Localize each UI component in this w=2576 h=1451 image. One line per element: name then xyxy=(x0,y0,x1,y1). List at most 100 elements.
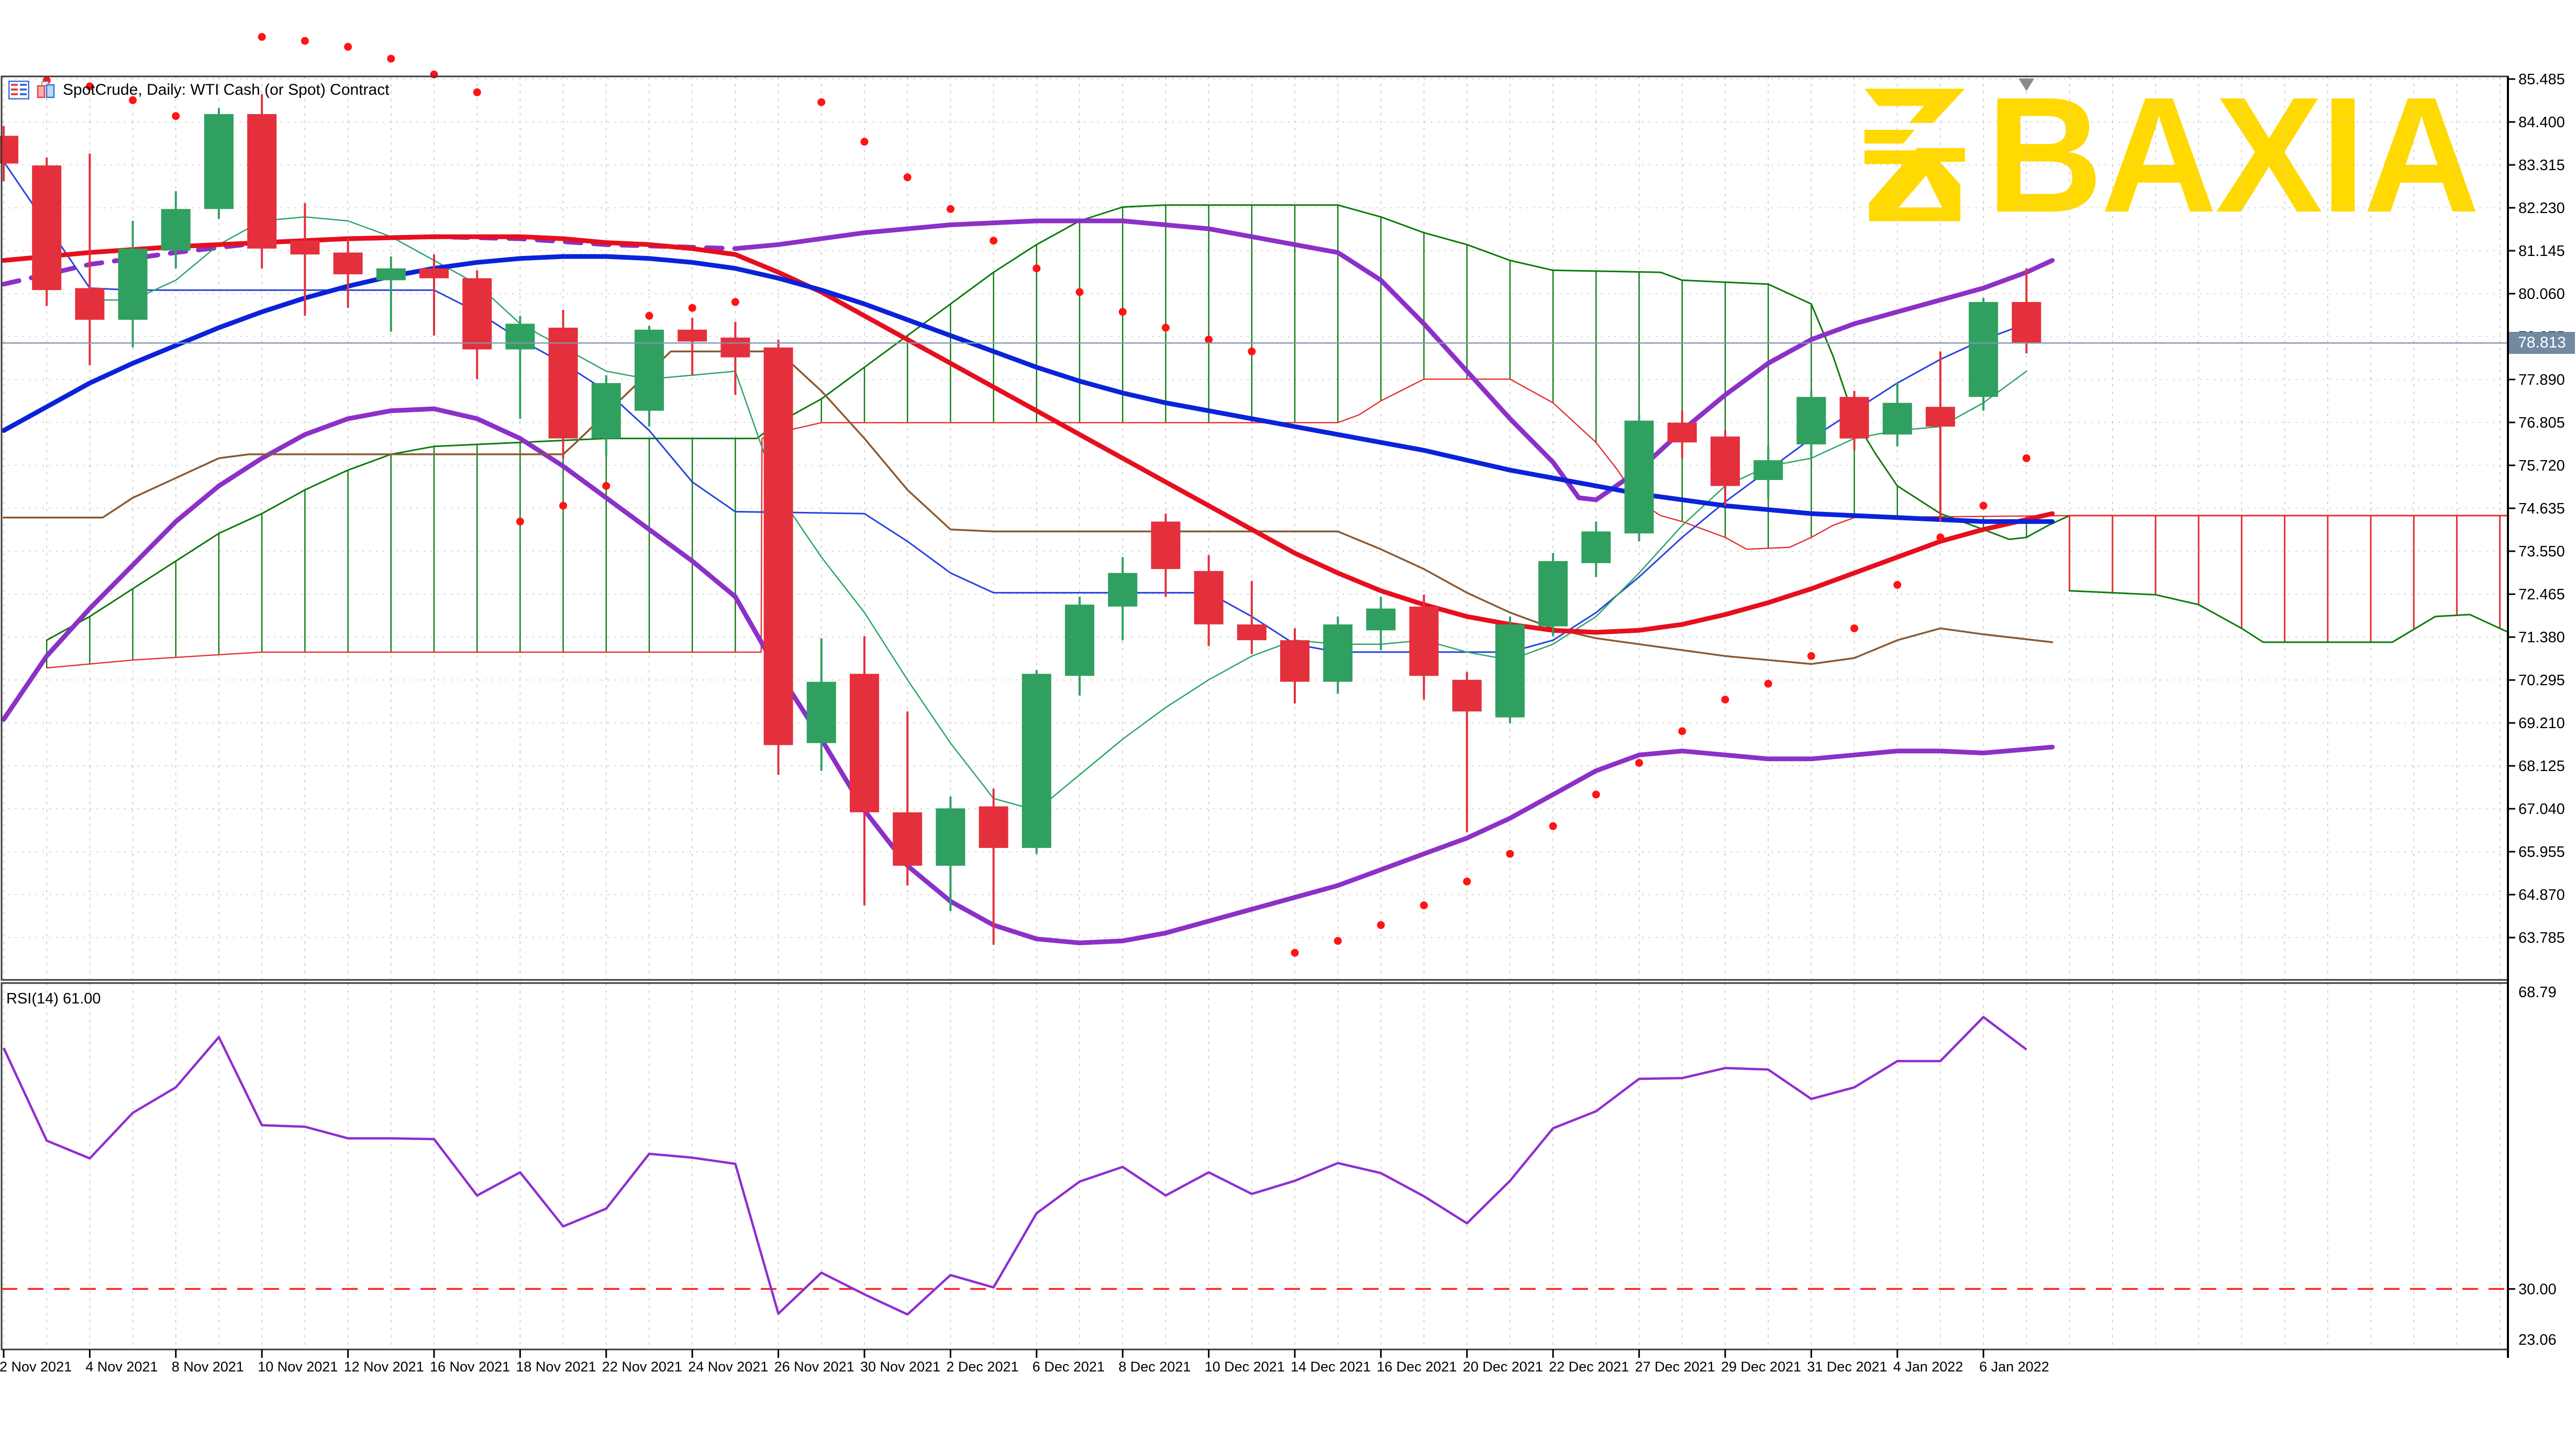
price-axis-label: 83.315 xyxy=(2518,157,2565,174)
candle-body xyxy=(0,136,18,164)
sar-dot xyxy=(1291,948,1299,957)
baxia-logo: BAXIA xyxy=(1858,63,2480,247)
sar-dot xyxy=(344,42,352,51)
candle-body xyxy=(1237,624,1267,641)
sar-dot xyxy=(1893,581,1902,589)
sar-dot xyxy=(129,96,137,104)
price-axis-label: 68.125 xyxy=(2518,758,2565,775)
sar-dot xyxy=(258,33,266,41)
time-axis-label: 10 Dec 2021 xyxy=(1205,1359,1285,1375)
candle-body xyxy=(505,323,535,350)
time-axis-label: 8 Dec 2021 xyxy=(1118,1359,1191,1375)
bollinger-lower xyxy=(1,406,2055,945)
sar-dot xyxy=(688,304,696,312)
rsi-axis-label: 23.06 xyxy=(2518,1332,2557,1348)
candle-body xyxy=(1108,573,1138,607)
price-axis-label: 84.400 xyxy=(2518,114,2565,131)
sar-dot xyxy=(1334,937,1342,945)
sar-dot xyxy=(1635,758,1644,767)
candle-chart-icon xyxy=(37,81,55,98)
logo-text: BAXIA xyxy=(1986,63,2480,247)
candle-body xyxy=(1409,606,1439,676)
time-axis-label: 12 Nov 2021 xyxy=(344,1359,424,1375)
time-axis-label: 26 Nov 2021 xyxy=(774,1359,854,1375)
rsi-line xyxy=(2,1015,2027,1316)
kijun-sen xyxy=(3,350,2053,665)
candle-body xyxy=(2012,302,2041,343)
time-axis-label: 2 Nov 2021 xyxy=(0,1359,72,1375)
sar-dot xyxy=(1118,308,1127,316)
price-axis-label: 76.805 xyxy=(2518,415,2565,431)
candle-body xyxy=(806,682,836,743)
candle-body xyxy=(548,328,578,439)
candle-body xyxy=(1711,436,1740,486)
sar-dot xyxy=(1032,264,1041,273)
candle-body xyxy=(720,337,750,358)
sar-dot xyxy=(1678,727,1686,735)
candle-body xyxy=(1280,640,1309,682)
candle-body xyxy=(1581,531,1611,563)
rsi-axis-label: 30.00 xyxy=(2518,1281,2557,1298)
sar-dot xyxy=(1979,501,1987,510)
candle-body xyxy=(635,329,664,411)
sar-dot xyxy=(1850,624,1859,632)
current-price-label: 78.813 xyxy=(2509,332,2575,354)
sar-dot xyxy=(1936,533,1945,542)
sar-dot xyxy=(731,298,739,306)
price-axis-label: 69.210 xyxy=(2518,715,2565,732)
time-axis-label: 27 Dec 2021 xyxy=(1635,1359,1715,1375)
sar-dot xyxy=(1161,323,1170,332)
last-bar-marker xyxy=(2018,79,2035,91)
sar-dot xyxy=(946,205,954,213)
chikou-span xyxy=(3,161,2027,653)
candle-body xyxy=(1624,420,1654,533)
rsi-pane xyxy=(1,982,2509,1350)
sar-dot xyxy=(1075,288,1084,296)
sar-dot xyxy=(559,501,568,510)
price-axis-label: 75.720 xyxy=(2518,457,2565,474)
price-axis-label: 64.870 xyxy=(2518,887,2565,903)
candle-body xyxy=(1839,397,1869,439)
tenkan-sen xyxy=(89,216,2027,811)
candle-body xyxy=(462,278,492,350)
sar-dot xyxy=(85,82,94,91)
time-axis-label: 29 Dec 2021 xyxy=(1721,1359,1801,1375)
sar-dot xyxy=(1463,877,1471,886)
ma-blue xyxy=(1,254,2055,524)
candle-body xyxy=(1969,302,1998,397)
sar-dot xyxy=(1807,652,1815,660)
candle-body xyxy=(1366,608,1396,631)
candle-body xyxy=(333,252,363,274)
candle-body xyxy=(1538,561,1568,627)
price-axis-label: 65.955 xyxy=(2518,844,2565,861)
candle-body xyxy=(1452,679,1482,712)
candle-body xyxy=(247,114,277,249)
time-axis-label: 22 Nov 2021 xyxy=(602,1359,682,1375)
time-axis-label: 4 Jan 2022 xyxy=(1893,1359,1963,1375)
sar-dot xyxy=(1721,696,1729,704)
sar-dot xyxy=(1376,921,1385,929)
candle-body xyxy=(204,114,234,209)
candle-body xyxy=(850,674,879,812)
candle-body xyxy=(591,383,621,439)
chart-title-bar: SpotCrude, Daily: WTI Cash (or Spot) Con… xyxy=(8,81,390,99)
price-axis-label: 71.380 xyxy=(2518,629,2565,646)
candle-body xyxy=(419,268,449,278)
sar-dot xyxy=(602,482,610,490)
sar-dot xyxy=(645,311,653,320)
time-axis-label: 2 Dec 2021 xyxy=(946,1359,1018,1375)
ma-red xyxy=(1,234,2055,635)
price-axis-label: 80.060 xyxy=(2518,286,2565,303)
baxia-logo-icon xyxy=(1864,88,1965,221)
rsi-axis-label: 68.79 xyxy=(2518,984,2557,1001)
time-axis-label: 20 Dec 2021 xyxy=(1463,1359,1543,1375)
sar-dot xyxy=(516,517,524,526)
time-axis-label: 10 Nov 2021 xyxy=(258,1359,338,1375)
price-axis-label: 74.635 xyxy=(2518,500,2565,517)
time-axis-label: 16 Dec 2021 xyxy=(1376,1359,1457,1375)
sar-dot xyxy=(1592,790,1600,799)
price-axis-label: 70.295 xyxy=(2518,672,2565,689)
candle-body xyxy=(1667,422,1697,443)
candle-body xyxy=(290,240,320,255)
